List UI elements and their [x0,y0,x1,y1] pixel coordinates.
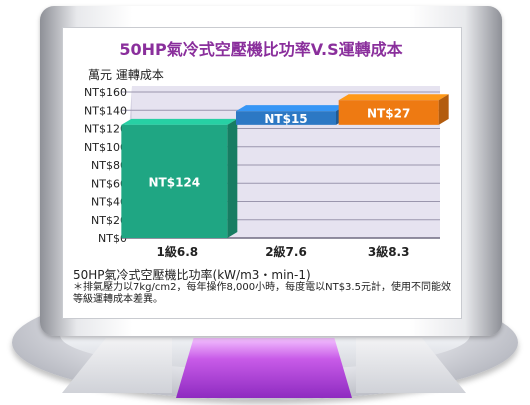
bar [121,124,228,238]
bar-value-label: NT$27 [367,107,410,121]
bar-top-face [338,94,449,101]
y-tick-label: NT$60 [91,177,127,190]
y-axis-unit-label: 萬元 運轉成本 [88,68,164,82]
bar [338,100,439,125]
bar-side-face [227,118,238,238]
y-tick-label: NT$120 [84,123,127,136]
footnote: ＊排氣壓力以7kg/cm2，每年操作8,000小時，每度電以NT$3.5元計，使… [73,282,451,305]
y-tick-label: NT$80 [91,159,127,172]
bar [236,111,336,125]
x-tick-label: 1級6.8 [157,244,199,259]
x-tick-label: 2級7.6 [265,244,307,259]
y-tick-label: NT$40 [91,196,127,209]
y-tick-label: NT$20 [91,214,127,227]
x-tick-label: 3級8.3 [368,244,410,259]
chart-title: 50HP氣冷式空壓機比功率V.S運轉成本 [119,40,403,59]
bar-value-label: NT$15 [264,112,307,126]
bar-top-face [121,118,238,125]
bar-side-face [438,94,449,125]
pedestal-purple-segment [176,338,352,398]
y-tick-label: NT$160 [84,86,127,99]
y-tick-label: NT$100 [84,141,127,154]
bar-value-label: NT$124 [149,175,201,189]
x-axis-title: 50HP氣冷式空壓機比功率(kW/m3・min-1) [73,268,311,282]
bar-top-face [236,105,346,112]
y-tick-label: NT$0 [98,232,127,245]
y-tick-label: NT$140 [84,104,127,117]
